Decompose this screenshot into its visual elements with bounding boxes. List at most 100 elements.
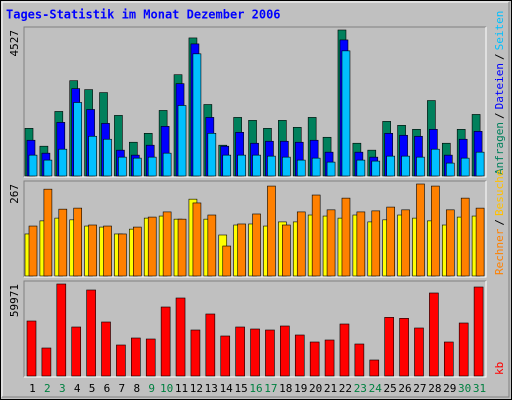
bar — [162, 211, 172, 277]
x-tick-label: 14 — [220, 382, 234, 395]
bar — [445, 162, 455, 177]
x-tick-label: 8 — [133, 382, 140, 395]
bar — [133, 226, 142, 277]
bar — [431, 148, 440, 177]
bar — [282, 156, 291, 177]
x-tick-label: 21 — [324, 382, 337, 395]
bevel — [24, 181, 487, 278]
bar — [43, 159, 53, 177]
bar — [309, 341, 320, 377]
bar — [326, 161, 336, 177]
bar — [133, 157, 142, 177]
bar — [371, 160, 381, 177]
bar — [235, 326, 245, 377]
legend-label: Rechner — [493, 228, 506, 275]
bar — [58, 208, 68, 277]
bar — [207, 132, 217, 177]
bar — [458, 322, 469, 377]
x-tick-label: 10 — [160, 382, 173, 395]
x-tick-label: 26 — [398, 382, 411, 395]
bar — [26, 320, 37, 377]
bar — [86, 289, 96, 377]
bar — [71, 326, 82, 377]
x-tick-label: 22 — [339, 382, 352, 395]
legend-label: Dateien — [493, 63, 506, 109]
bar — [192, 53, 202, 177]
bar — [103, 138, 112, 177]
bar — [399, 318, 409, 377]
x-tick-label: 3 — [59, 382, 66, 395]
x-tick-label: 5 — [89, 382, 96, 395]
y-tick-label: 4527 — [8, 30, 21, 57]
y-tick-label: 267 — [8, 184, 21, 204]
bevel — [24, 27, 487, 178]
x-tick-label: 6 — [104, 382, 111, 395]
bevel — [23, 26, 486, 177]
bar — [101, 321, 111, 377]
bar — [339, 323, 350, 377]
bar — [386, 206, 395, 277]
bar — [145, 338, 156, 377]
bar — [445, 209, 455, 277]
x-tick-label: 31 — [473, 382, 486, 395]
x-tick-label: 29 — [443, 382, 456, 395]
bar — [252, 154, 261, 177]
bar — [116, 344, 126, 377]
bar — [296, 159, 306, 177]
legend-label: Anfragen — [493, 122, 506, 175]
bar — [147, 216, 157, 277]
bar — [460, 197, 470, 277]
bar — [371, 210, 381, 277]
x-tick-label: 9 — [148, 382, 155, 395]
legend-separator: / — [493, 112, 506, 119]
bar — [207, 214, 217, 277]
bar — [160, 306, 171, 377]
bevel — [23, 180, 486, 277]
bar — [294, 334, 305, 377]
bar — [58, 148, 68, 177]
bar — [88, 224, 97, 277]
bar — [222, 154, 232, 177]
y-tick-label: 59971 — [8, 284, 21, 317]
bar — [280, 325, 290, 377]
bar — [267, 155, 276, 177]
x-tick-label: 15 — [234, 382, 247, 395]
bar — [326, 209, 336, 277]
bar — [341, 50, 351, 177]
bevel — [23, 280, 486, 377]
bar — [443, 341, 454, 377]
x-tick-label: 4 — [74, 382, 81, 395]
bar — [205, 313, 216, 377]
x-tick-label: 30 — [458, 382, 471, 395]
bar — [73, 207, 83, 277]
bar — [118, 233, 127, 277]
legend-label: Seiten — [493, 11, 506, 51]
x-tick-label: 18 — [279, 382, 292, 395]
bar — [177, 218, 187, 277]
bar — [175, 297, 186, 377]
x-tick-label: 1 — [29, 382, 36, 395]
bar — [190, 329, 201, 377]
bar — [73, 102, 83, 177]
bar — [401, 155, 410, 177]
bar — [311, 194, 321, 277]
bar — [282, 224, 291, 277]
bar — [356, 211, 366, 277]
bar — [252, 213, 261, 277]
bar — [250, 328, 260, 377]
x-tick-label: 20 — [309, 382, 322, 395]
x-tick-label: 23 — [354, 382, 367, 395]
x-tick-label: 2 — [44, 382, 51, 395]
bar — [369, 359, 380, 377]
legend-separator: / — [493, 219, 506, 226]
bar — [43, 188, 53, 277]
chart-title: Tages-Statistik im Monat Dezember 2006 — [6, 8, 281, 22]
bar — [103, 225, 112, 277]
bar — [401, 209, 410, 277]
bar — [131, 337, 141, 377]
x-tick-label: 7 — [119, 382, 126, 395]
bar — [56, 283, 67, 377]
